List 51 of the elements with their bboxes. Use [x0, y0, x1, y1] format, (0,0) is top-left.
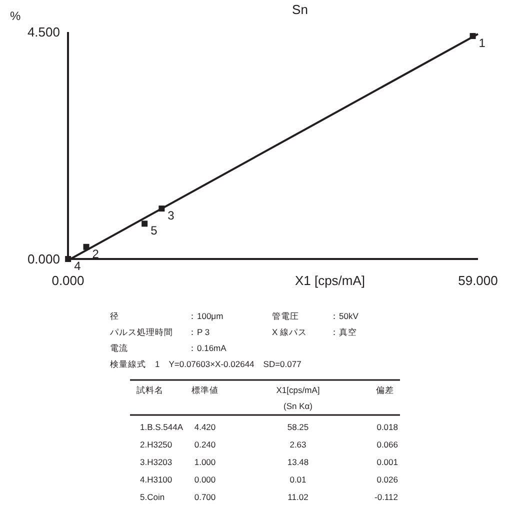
text: パルス処理時間 [109, 327, 173, 337]
text: 検量線式 1 Y=0.07603×X-0.02644 SD=0.077 [110, 359, 302, 369]
text: X 線パス [272, 327, 308, 337]
text: 58.25 [287, 422, 309, 432]
text: ：50kV [330, 311, 359, 321]
annotation: 2 [92, 246, 100, 261]
text: 3.H3203 [140, 457, 172, 467]
text: -0.112 [374, 492, 398, 502]
text: 11.02 [288, 492, 309, 502]
text: 径 [110, 311, 119, 321]
text: 標準値 [192, 385, 218, 395]
text: 4.H3100 [140, 474, 172, 484]
x-tick-label: 59.000 [458, 273, 498, 288]
point [142, 220, 148, 227]
text: 管電圧 [272, 311, 299, 321]
text: 偏差 [376, 385, 394, 395]
annotation: 4 [74, 259, 82, 273]
y-axis-title: % [10, 9, 21, 23]
text: 4.420 [194, 422, 216, 432]
point [470, 33, 476, 40]
text: ：100μm [188, 311, 224, 321]
y-tick-label: 4.500 [27, 24, 60, 40]
text: 0.240 [194, 440, 216, 450]
text: 1.B.S.544A [140, 422, 184, 432]
text: 0.026 [376, 474, 398, 484]
text: 0.066 [376, 440, 398, 450]
annotation: 1 [478, 36, 486, 50]
text: 電流 [110, 343, 128, 353]
text: (Sn Kα) [283, 401, 313, 411]
text: ：真空 [330, 327, 357, 337]
text: 0.01 [290, 474, 307, 484]
text: ：0.16mA [188, 343, 227, 353]
text: 5.Coin [140, 492, 165, 502]
annotation: 5 [150, 224, 158, 238]
text: 2.63 [290, 440, 307, 450]
x-axis-title: X1 [cps/mA] [294, 273, 366, 288]
text: X1[cps/mA] [276, 385, 320, 395]
text: 0.700 [194, 492, 216, 502]
text: ：P 3 [188, 327, 210, 337]
text: 1.000 [194, 457, 216, 467]
text: 0.001 [376, 457, 398, 467]
point [65, 256, 72, 262]
annotation: 3 [168, 208, 175, 223]
text: 13.48 [287, 457, 309, 467]
point [83, 244, 90, 250]
text: 0.018 [376, 422, 398, 432]
chart-title: Sn [292, 2, 308, 17]
text: 0.000 [194, 474, 216, 484]
text: 2.H3250 [140, 440, 172, 450]
point [158, 206, 165, 212]
text: 試料名 [136, 385, 164, 395]
